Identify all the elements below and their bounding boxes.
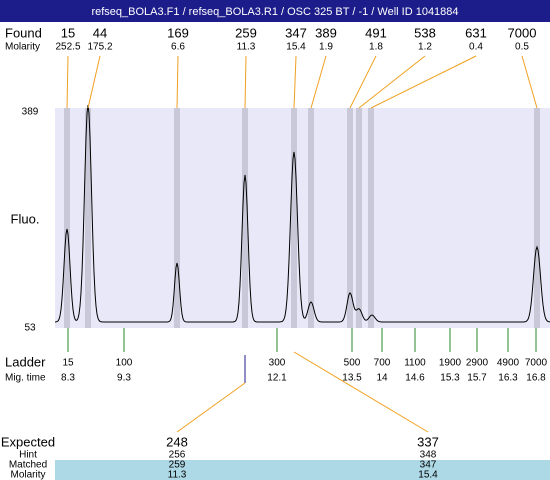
exp-molarity-label: Molarity <box>10 470 45 480</box>
found-size: 259 <box>235 25 257 40</box>
found-size: 389 <box>315 25 337 40</box>
mig-time: 9.3 <box>117 373 131 384</box>
found-molarity: 1.9 <box>319 42 333 53</box>
matched-band <box>55 460 550 480</box>
hint-label: Hint <box>19 450 37 461</box>
peak-band <box>85 108 91 328</box>
found-size: 15 <box>61 25 75 40</box>
ladder-size: 500 <box>344 358 361 369</box>
mig-time: 15.7 <box>467 373 487 384</box>
title: refseq_BOLA3.F1 / refseq_BOLA3.R1 / OSC … <box>91 6 458 18</box>
ladder-size: 7000 <box>525 358 548 369</box>
found-molarity: 6.6 <box>171 42 185 53</box>
mig-time: 15.3 <box>440 373 460 384</box>
trace <box>54 104 550 323</box>
title-bar <box>0 0 550 22</box>
peak-band <box>368 108 374 328</box>
found-molarity: 175.2 <box>87 42 112 53</box>
mig-label: Mig. time <box>5 373 46 384</box>
peak-band <box>174 108 180 328</box>
found-connector <box>176 55 179 109</box>
found-connector <box>244 55 247 109</box>
matched-molarity: 15.4 <box>418 470 438 480</box>
found-size: 347 <box>285 25 307 40</box>
mig-time: 14.6 <box>405 373 425 384</box>
found-size: 169 <box>167 25 189 40</box>
peak-band <box>308 108 314 328</box>
found-connector <box>521 55 538 109</box>
peak-band <box>291 108 297 328</box>
mig-time: 16.8 <box>526 373 546 384</box>
expected-label: Expected <box>1 434 55 449</box>
ladder-size: 700 <box>374 358 391 369</box>
matched-size: 347 <box>420 460 437 471</box>
ladder-size: 1900 <box>439 358 462 369</box>
found-connector <box>358 55 426 109</box>
found-molarity: 15.4 <box>286 42 306 53</box>
found-size: 631 <box>465 25 487 40</box>
found-size: 44 <box>93 25 107 40</box>
found-connector <box>349 55 377 109</box>
found-molarity: 1.2 <box>418 42 432 53</box>
ladder-size: 1100 <box>404 358 426 369</box>
found-connector <box>310 55 327 109</box>
expected-connector <box>176 382 246 433</box>
found-size: 7000 <box>508 25 537 40</box>
peak-band <box>534 108 540 328</box>
found-size: 491 <box>365 25 387 40</box>
found-molarity: 11.3 <box>237 42 256 53</box>
peak-band <box>242 108 248 328</box>
ladder-size: 300 <box>269 358 286 369</box>
found-size: 538 <box>414 25 436 40</box>
found-label: Found <box>5 25 42 40</box>
found-molarity: 0.5 <box>515 42 529 53</box>
molarity-label: Molarity <box>5 42 40 53</box>
mig-time: 13.5 <box>342 373 362 384</box>
peak-band <box>356 108 362 328</box>
mig-time: 12.1 <box>267 373 287 384</box>
ladder-size: 100 <box>116 358 133 369</box>
found-connector <box>87 55 101 109</box>
found-molarity: 252.5 <box>55 42 80 53</box>
hint-size: 256 <box>169 450 186 461</box>
mig-time: 8.3 <box>61 373 75 384</box>
plot-area <box>55 108 550 328</box>
axis-bottom: 53 <box>24 323 36 334</box>
matched-size: 259 <box>169 460 186 471</box>
found-connector <box>370 55 477 109</box>
axis-label: Fluo. <box>11 211 40 226</box>
found-molarity: 1.8 <box>369 42 383 53</box>
found-molarity: 0.4 <box>469 42 483 53</box>
mig-time: 14 <box>376 373 388 384</box>
peak-band <box>347 108 353 328</box>
ladder-size: 4900 <box>497 358 520 369</box>
matched-molarity: 11.3 <box>168 470 187 480</box>
expected-connector <box>293 351 429 433</box>
expected-size: 337 <box>417 434 439 449</box>
expected-size: 248 <box>166 434 188 449</box>
axis-top: 389 <box>22 107 39 118</box>
peak-band <box>64 108 70 328</box>
ladder-size: 2900 <box>466 358 489 369</box>
found-connector <box>293 55 297 109</box>
found-connector <box>66 55 69 109</box>
ladder-size: 15 <box>62 358 74 369</box>
mig-time: 16.3 <box>498 373 518 384</box>
hint-size: 348 <box>420 450 437 461</box>
matched-label: Matched <box>9 460 47 471</box>
ladder-label: Ladder <box>5 354 46 369</box>
